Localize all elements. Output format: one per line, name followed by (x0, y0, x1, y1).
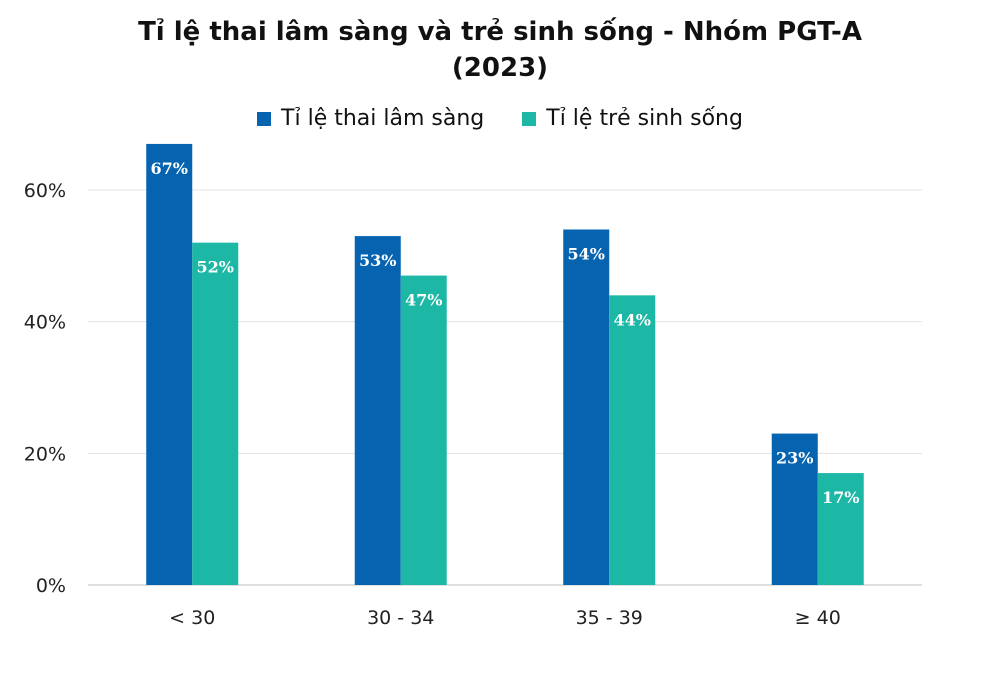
legend-swatch-live-birth (522, 111, 537, 126)
bar-live-birth-0 (192, 242, 239, 585)
y-tick-label-0: 0% (36, 575, 66, 597)
chart-title: Tỉ lệ thai lâm sàng và trẻ sinh sống - N… (0, 14, 1000, 86)
bar-clinical-pregnancy-2 (563, 229, 610, 585)
legend-item-live-birth: Tỉ lệ trẻ sinh sống (522, 106, 743, 131)
y-tick-label-60: 60% (24, 180, 66, 202)
legend-item-clinical-pregnancy: Tỉ lệ thai lâm sàng (257, 106, 484, 131)
data-label-live-birth-0: 52% (197, 258, 234, 277)
bar-clinical-pregnancy-1 (354, 236, 401, 586)
data-label-live-birth-1: 47% (405, 291, 442, 310)
bar-live-birth-3 (817, 473, 864, 585)
data-label-live-birth-3: 17% (822, 488, 859, 507)
chart-legend: Tỉ lệ thai lâm sàng Tỉ lệ trẻ sinh sống (0, 106, 1000, 131)
x-tick-label-0: < 30 (169, 607, 215, 629)
legend-swatch-clinical-pregnancy (257, 111, 272, 126)
data-label-live-birth-2: 44% (614, 310, 651, 329)
data-label-clinical-pregnancy-0: 67% (151, 159, 188, 178)
bar-live-birth-1 (400, 275, 447, 585)
data-label-clinical-pregnancy-1: 53% (359, 251, 396, 270)
y-tick-label-20: 20% (24, 443, 66, 465)
y-tick-label-40: 40% (24, 312, 66, 334)
legend-label-live-birth: Tỉ lệ trẻ sinh sống (546, 106, 743, 131)
bar-live-birth-2 (609, 295, 656, 585)
bar-clinical-pregnancy-0 (146, 143, 193, 585)
chart-title-line2: (2023) (451, 53, 549, 83)
legend-label-clinical-pregnancy: Tỉ lệ thai lâm sàng (281, 106, 485, 131)
data-label-clinical-pregnancy-3: 23% (776, 449, 813, 468)
data-label-clinical-pregnancy-2: 54% (568, 245, 605, 264)
x-tick-label-2: 35 - 39 (576, 607, 643, 629)
x-tick-label-1: 30 - 34 (367, 607, 434, 629)
bar-clinical-pregnancy-3 (771, 433, 818, 585)
chart-title-line1: Tỉ lệ thai lâm sàng và trẻ sinh sống - N… (138, 17, 862, 47)
x-tick-label-3: ≥ 40 (795, 607, 841, 629)
